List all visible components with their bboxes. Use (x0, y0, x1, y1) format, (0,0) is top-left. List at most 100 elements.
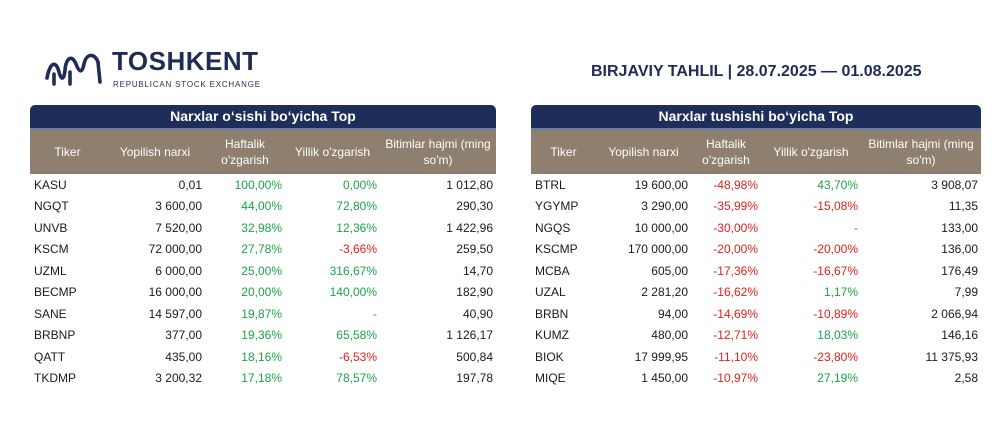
close-price-cell: 94,00 (657, 306, 688, 321)
gainers-table: Tiker Yopilish narxi Haftalik o'zgarish … (30, 130, 496, 389)
volume-cell: 133,00 (941, 220, 978, 235)
table-row: BECMP 16 000,00 20,00% 140,00% 182,90 (30, 282, 496, 304)
weekly-change-cell: 19,87% (241, 306, 282, 321)
volume-cell: 1 126,17 (446, 328, 493, 343)
col-header-close: Yopilish narxi (596, 130, 691, 174)
table-row: SANE 14 597,00 19,87% - 40,90 (30, 303, 496, 325)
yearly-change-cell: - (854, 220, 858, 235)
weekly-change-cell: -48,98% (713, 177, 758, 192)
yearly-change-cell: 27,19% (817, 371, 858, 386)
weekly-change-cell: -30,00% (713, 220, 758, 235)
weekly-change-cell: 25,00% (241, 263, 282, 278)
yearly-change-cell: 12,36% (336, 220, 377, 235)
close-price-cell: 435,00 (165, 349, 202, 364)
table-row: BTRL 19 600,00 -48,98% 43,70% 3 908,07 (531, 174, 981, 196)
volume-cell: 290,30 (456, 199, 493, 214)
volume-cell: 1 012,80 (446, 177, 493, 192)
close-price-cell: 19 600,00 (634, 177, 688, 192)
volume-cell: 3 908,07 (931, 177, 978, 192)
close-price-cell: 3 200,32 (155, 371, 202, 386)
ticker-cell: BTRL (535, 177, 566, 192)
brand-subtitle: REPUBLICAN STOCK EXCHANGE (113, 80, 261, 89)
yearly-change-cell: 316,67% (329, 263, 377, 278)
ticker-cell: BIOK (535, 349, 564, 364)
volume-cell: 7,99 (954, 285, 978, 300)
col-header-yearly: Yillik o'zgarish (761, 130, 861, 174)
col-header-ticker: Tiker (30, 130, 105, 174)
gainers-body: KASU 0,01 100,00% 0,00% 1 012,80 NGQT 3 600,00… (30, 174, 496, 389)
table-row: KUMZ 480,00 -12,71% 18,03% 146,16 (531, 325, 981, 347)
weekly-change-cell: -11,10% (714, 349, 758, 364)
yearly-change-cell: 1,17% (823, 285, 858, 300)
yearly-change-cell: 43,70% (817, 177, 858, 192)
table-row: KSCMP 170 000,00 -20,00% -20,00% 136,00 (531, 239, 981, 261)
ticker-cell: MIQE (535, 371, 566, 386)
table-row: UZAL 2 281,20 -16,62% 1,17% 7,99 (531, 282, 981, 304)
ticker-cell: YGYMP (535, 199, 579, 214)
yearly-change-cell: -6,53% (338, 349, 377, 364)
ticker-cell: NGQS (535, 220, 571, 235)
ticker-cell: KSCM (34, 242, 69, 257)
weekly-change-cell: 19,36% (241, 328, 282, 343)
volume-cell: 259,50 (456, 242, 493, 257)
table-row: BIOK 17 999,95 -11,10% -23,80% 11 375,93 (531, 346, 981, 368)
volume-cell: 2,58 (954, 371, 978, 386)
close-price-cell: 605,00 (651, 263, 688, 278)
table-row: YGYMP 3 290,00 -35,99% -15,08% 11,35 (531, 196, 981, 218)
volume-cell: 14,70 (462, 263, 493, 278)
weekly-change-cell: 20,00% (241, 285, 282, 300)
close-price-cell: 480,00 (651, 328, 688, 343)
close-price-cell: 2 281,20 (641, 285, 688, 300)
col-header-weekly: Haftalik o'zgarish (205, 130, 285, 174)
yearly-change-cell: -10,89% (813, 306, 858, 321)
weekly-change-cell: -16,62% (713, 285, 758, 300)
volume-cell: 146,16 (941, 328, 978, 343)
yearly-change-cell: -16,67% (813, 263, 858, 278)
close-price-cell: 17 999,95 (634, 349, 688, 364)
losers-body: BTRL 19 600,00 -48,98% 43,70% 3 908,07 YGYMP 3… (531, 174, 981, 389)
ticker-cell: UZML (34, 263, 67, 278)
close-price-cell: 14 597,00 (148, 306, 202, 321)
close-price-cell: 3 600,00 (155, 199, 202, 214)
losers-table: Tiker Yopilish narxi Haftalik o'zgarish … (531, 130, 981, 389)
table-row: BRBN 94,00 -14,69% -10,89% 2 066,94 (531, 303, 981, 325)
table-row: UZML 6 000,00 25,00% 316,67% 14,70 (30, 260, 496, 282)
weekly-change-cell: 27,78% (241, 242, 282, 257)
table-row: TKDMP 3 200,32 17,18% 78,57% 197,78 (30, 368, 496, 390)
col-header-weekly: Haftalik o'zgarish (691, 130, 761, 174)
exchange-logo: TOSHKENT REPUBLICAN STOCK EXCHANGE (44, 44, 274, 96)
yearly-change-cell: -23,80% (813, 349, 858, 364)
yearly-change-cell: 78,57% (336, 371, 377, 386)
losers-title: Narxlar tushishi bo‘yicha Top (531, 105, 981, 130)
col-header-ticker: Tiker (531, 130, 596, 174)
yearly-change-cell: 0,00% (342, 177, 377, 192)
close-price-cell: 72 000,00 (148, 242, 202, 257)
close-price-cell: 10 000,00 (634, 220, 688, 235)
col-header-volume: Bitimlar hajmi (ming so'm) (380, 130, 496, 174)
close-price-cell: 7 520,00 (155, 220, 202, 235)
volume-cell: 136,00 (941, 242, 978, 257)
weekly-change-cell: 32,98% (241, 220, 282, 235)
yearly-change-cell: 140,00% (329, 285, 377, 300)
weekly-change-cell: -10,97% (713, 371, 758, 386)
ticker-cell: KASU (34, 177, 67, 192)
close-price-cell: 3 290,00 (641, 199, 688, 214)
weekly-change-cell: 18,16% (241, 349, 282, 364)
brand-name: TOSHKENT (112, 46, 259, 76)
weekly-change-cell: 17,18% (241, 371, 282, 386)
ticker-cell: KUMZ (535, 328, 569, 343)
table-row: NGQS 10 000,00 -30,00% - 133,00 (531, 217, 981, 239)
exchange-logo-icon (45, 53, 102, 86)
close-price-cell: 377,00 (165, 328, 202, 343)
close-price-cell: 0,01 (178, 177, 202, 192)
table-row: KASU 0,01 100,00% 0,00% 1 012,80 (30, 174, 496, 196)
weekly-change-cell: -14,69% (713, 306, 758, 321)
table-row: MCBA 605,00 -17,36% -16,67% 176,49 (531, 260, 981, 282)
weekly-change-cell: -12,71% (713, 328, 758, 343)
volume-cell: 11,35 (948, 199, 978, 214)
close-price-cell: 16 000,00 (148, 285, 202, 300)
weekly-change-cell: 44,00% (241, 199, 282, 214)
ticker-cell: KSCMP (535, 242, 578, 257)
table-row: QATT 435,00 18,16% -6,53% 500,84 (30, 346, 496, 368)
close-price-cell: 6 000,00 (155, 263, 202, 278)
